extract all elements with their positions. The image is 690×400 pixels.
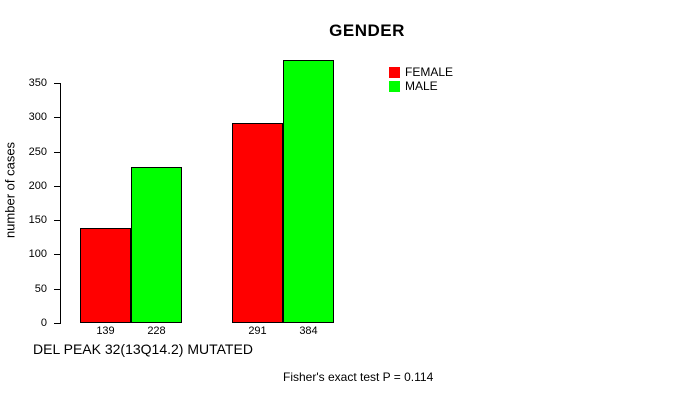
y-tick-mark — [54, 117, 60, 119]
y-tick-mark — [54, 185, 60, 187]
x-axis-title: DEL PEAK 32(13Q14.2) MUTATED — [33, 341, 253, 357]
female-swatch-icon — [389, 66, 400, 78]
y-tick-label: 200 — [28, 179, 47, 192]
bar-female-group-1 — [80, 227, 131, 323]
bar-value-label: 291 — [248, 325, 267, 337]
bar-male-group-2 — [283, 59, 334, 323]
y-tick-label: 300 — [28, 111, 47, 124]
legend: FEMALE MALE — [389, 65, 453, 93]
y-tick-label: 50 — [34, 282, 47, 295]
y-tick-mark — [54, 151, 60, 153]
y-tick-mark — [54, 323, 60, 324]
y-tick-label: 150 — [28, 214, 47, 227]
legend-item-female: FEMALE — [389, 65, 453, 79]
y-tick-label: 350 — [28, 77, 47, 89]
legend-label-male: MALE — [405, 79, 438, 93]
bar-value-label: 139 — [96, 325, 115, 337]
male-swatch-icon — [389, 80, 400, 92]
y-tick-mark — [54, 220, 60, 222]
y-tick-label: 250 — [28, 145, 47, 158]
legend-item-male: MALE — [389, 79, 453, 93]
y-axis-line — [60, 83, 61, 324]
chart-title: GENDER — [329, 21, 405, 40]
y-tick-label: 100 — [28, 248, 47, 261]
bar-value-label: 384 — [299, 325, 318, 337]
fisher-test-note: Fisher's exact test P = 0.114 — [283, 370, 434, 384]
y-tick-mark — [54, 254, 60, 256]
bar-value-label: 228 — [147, 325, 166, 337]
y-tick-mark — [54, 83, 60, 84]
bar-male-group-1 — [131, 166, 182, 323]
bar-female-group-2 — [232, 123, 283, 323]
y-tick-label: 0 — [40, 317, 47, 329]
legend-label-female: FEMALE — [405, 65, 454, 79]
y-tick-mark — [54, 288, 60, 290]
